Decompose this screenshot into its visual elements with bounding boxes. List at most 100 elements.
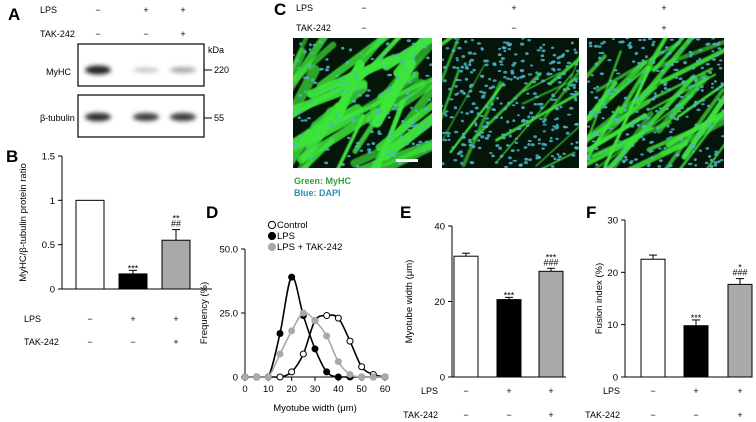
panel-a: A LPS TAK-242 − + + − − + kDa MyHC 220 β… bbox=[8, 5, 229, 138]
nucleus bbox=[675, 104, 680, 107]
series-point bbox=[276, 329, 284, 337]
series-point bbox=[288, 368, 296, 376]
nucleus bbox=[700, 66, 704, 70]
nucleus bbox=[453, 38, 457, 40]
nucleus bbox=[721, 135, 724, 138]
y-tick-label: 20 bbox=[607, 268, 618, 279]
series-point bbox=[369, 373, 377, 381]
nucleus bbox=[491, 154, 495, 158]
nucleus bbox=[310, 52, 314, 55]
series-point bbox=[381, 373, 389, 381]
nucleus bbox=[498, 60, 503, 63]
nucleus bbox=[617, 157, 622, 161]
nucleus bbox=[474, 106, 479, 110]
nucleus bbox=[407, 129, 412, 131]
x-tick-label: 40 bbox=[333, 384, 344, 395]
nucleus bbox=[499, 102, 503, 105]
nucleus bbox=[623, 108, 628, 112]
nucleus bbox=[711, 50, 715, 53]
nucleus bbox=[651, 60, 656, 64]
nucleus bbox=[601, 51, 605, 55]
y-tick-label: 1.5 bbox=[42, 152, 55, 163]
nucleus bbox=[693, 79, 698, 83]
myotube bbox=[541, 151, 576, 168]
nucleus bbox=[715, 54, 719, 57]
nucleus bbox=[567, 87, 571, 91]
nucleus bbox=[532, 92, 537, 96]
nucleus bbox=[454, 85, 458, 88]
significance-label: ## bbox=[171, 219, 181, 229]
nucleus bbox=[512, 119, 516, 122]
nucleus bbox=[694, 164, 698, 167]
nucleus bbox=[485, 121, 490, 125]
nucleus bbox=[457, 46, 462, 50]
myotube bbox=[548, 57, 579, 86]
myotube bbox=[652, 38, 686, 73]
nucleus bbox=[299, 134, 303, 138]
nucleus bbox=[411, 57, 416, 61]
nucleus bbox=[696, 108, 701, 112]
nucleus bbox=[587, 125, 590, 128]
nucleus bbox=[498, 146, 502, 150]
nucleus bbox=[497, 53, 502, 57]
nucleus bbox=[669, 130, 673, 134]
nucleus bbox=[505, 144, 510, 147]
nucleus bbox=[386, 149, 390, 152]
y-tick-label: 40 bbox=[434, 222, 445, 233]
series-point bbox=[323, 312, 331, 320]
nucleus bbox=[465, 112, 470, 115]
nucleus bbox=[527, 115, 531, 119]
nucleus bbox=[565, 65, 569, 68]
nucleus bbox=[519, 69, 525, 73]
nucleus bbox=[367, 89, 371, 92]
series-point bbox=[299, 350, 307, 358]
panel-a-letter: A bbox=[8, 5, 20, 24]
nucleus bbox=[297, 116, 301, 119]
nucleus bbox=[590, 91, 594, 94]
nucleus bbox=[367, 148, 372, 152]
nucleus bbox=[658, 159, 663, 163]
nucleus bbox=[367, 151, 372, 154]
nucleus bbox=[541, 49, 546, 53]
nucleus bbox=[424, 123, 429, 127]
nucleus bbox=[629, 45, 633, 49]
nucleus bbox=[302, 76, 307, 80]
nucleus bbox=[532, 80, 537, 84]
nucleus bbox=[348, 48, 353, 52]
nucleus bbox=[552, 125, 556, 128]
myotube bbox=[587, 119, 672, 161]
nucleus bbox=[524, 82, 528, 85]
nucleus bbox=[519, 163, 523, 167]
nucleus bbox=[477, 133, 481, 137]
blot-band-3 bbox=[170, 112, 196, 122]
nucleus bbox=[522, 119, 526, 122]
nucleus bbox=[575, 69, 579, 72]
nucleus bbox=[525, 52, 529, 56]
nucleus bbox=[572, 86, 577, 89]
x-axis-label: Myotube width (μm) bbox=[273, 403, 357, 414]
nucleus bbox=[494, 116, 499, 119]
nucleus bbox=[590, 74, 594, 77]
nucleus bbox=[574, 99, 578, 102]
nucleus bbox=[500, 57, 505, 60]
nucleus bbox=[635, 110, 639, 113]
nucleus bbox=[603, 105, 608, 109]
nucleus bbox=[429, 63, 432, 66]
nucleus bbox=[712, 42, 717, 46]
nucleus bbox=[550, 165, 555, 168]
nucleus bbox=[596, 85, 600, 89]
nucleus bbox=[513, 53, 518, 56]
nucleus bbox=[713, 163, 718, 167]
nucleus bbox=[689, 54, 693, 58]
nucleus bbox=[355, 86, 359, 90]
nucleus bbox=[295, 146, 299, 149]
nucleus bbox=[378, 38, 383, 42]
nucleus bbox=[666, 137, 670, 140]
nucleus bbox=[541, 79, 545, 83]
nucleus bbox=[469, 71, 474, 74]
nucleus bbox=[645, 55, 648, 59]
myotube bbox=[587, 54, 607, 79]
nucleus bbox=[665, 107, 669, 111]
nucleus bbox=[355, 144, 360, 148]
myotube bbox=[407, 44, 432, 76]
